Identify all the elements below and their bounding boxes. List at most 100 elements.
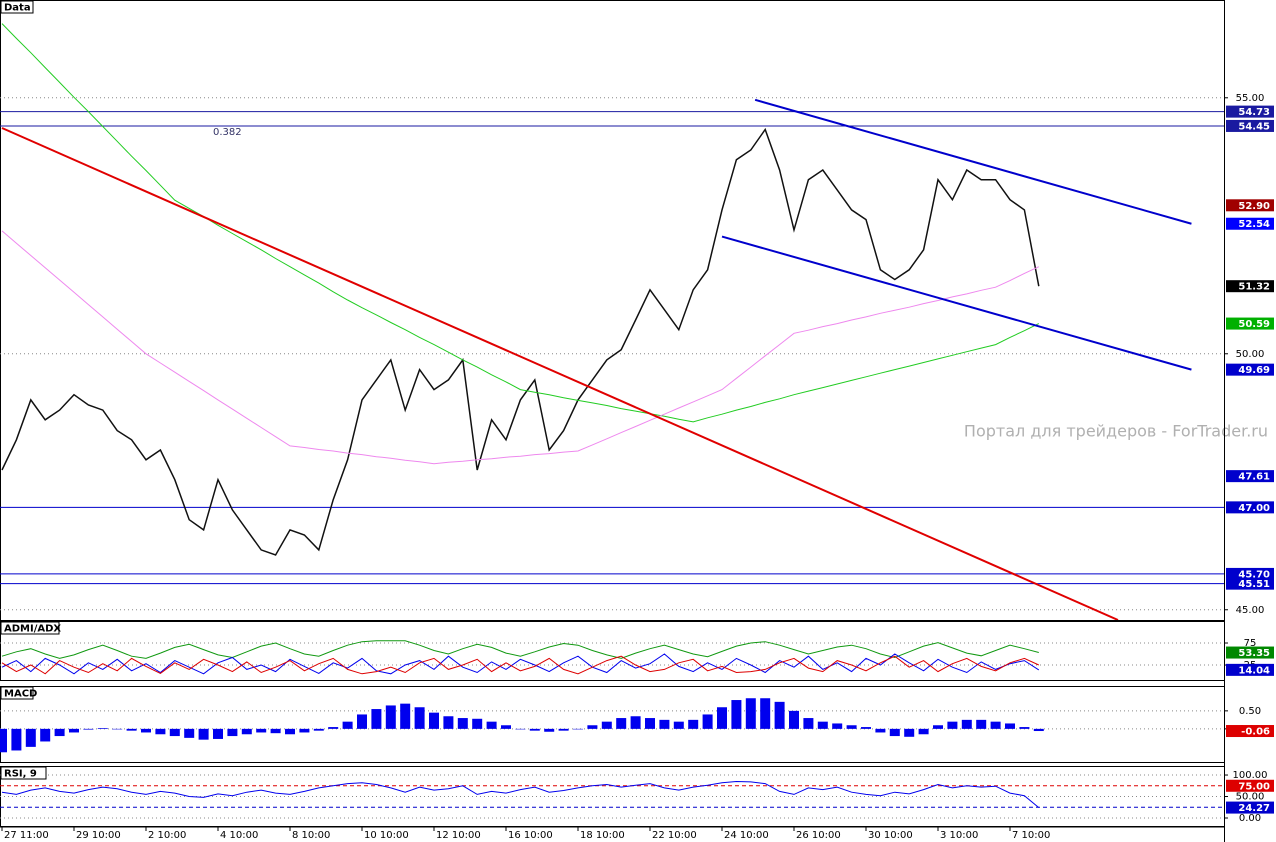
histogram-bar (371, 709, 382, 729)
price-box-label: 14.04 (1238, 665, 1270, 676)
y-tick-label: 0.00 (1239, 813, 1261, 824)
x-tick-label: 16 10:00 (508, 830, 553, 841)
histogram-bar (54, 728, 65, 737)
y-tick-label: 55.00 (1236, 93, 1265, 104)
histogram-bar (673, 721, 684, 729)
panel-title: MACD (4, 689, 37, 700)
x-tick-label: 4 10:00 (220, 830, 258, 841)
histogram-bar (299, 728, 310, 733)
histogram-bar (69, 728, 79, 733)
price-box (1226, 725, 1274, 738)
y-tick-label: 75 (1244, 638, 1257, 649)
price-box-label: 47.00 (1238, 503, 1270, 514)
price-box (1226, 363, 1274, 376)
histogram-bar (515, 728, 526, 730)
histogram-bar (933, 725, 943, 729)
y-tick-label: 0.50 (1239, 706, 1261, 717)
x-tick-label: 29 10:00 (76, 830, 121, 841)
histogram-bar (313, 728, 324, 731)
histogram-bar (918, 728, 929, 735)
price-box (1226, 317, 1274, 330)
price-box-label: 45.51 (1238, 579, 1270, 590)
x-tick-label: 22 10:00 (652, 830, 697, 841)
x-tick-label: 2 10:00 (148, 830, 186, 841)
histogram-bar (486, 721, 497, 729)
histogram-bar (976, 719, 987, 729)
price-box (1226, 779, 1274, 792)
plot-area (0, 774, 1224, 819)
x-tick-label: 26 10:00 (796, 830, 841, 841)
histogram-bar (587, 725, 598, 729)
histogram-bar (213, 728, 223, 739)
histogram-bar (414, 707, 425, 729)
x-tick-label: 18 10:00 (580, 830, 625, 841)
trend-line (1, 127, 1119, 620)
price-box-label: 50.59 (1238, 319, 1270, 330)
price-box (1226, 801, 1274, 814)
histogram-bar (40, 728, 51, 742)
histogram-bar (443, 716, 454, 729)
histogram-bar (112, 728, 123, 730)
trend-line (721, 235, 1192, 371)
histogram-bar (385, 705, 396, 729)
histogram-bar (241, 728, 252, 735)
panel-title-box (0, 766, 47, 780)
price-box-label: 49.69 (1238, 365, 1270, 376)
price-box-label: 52.54 (1238, 219, 1270, 230)
histogram-bar (169, 728, 180, 737)
histogram-bar (774, 701, 785, 729)
plot-area (0, 640, 1224, 675)
histogram-bar (501, 725, 511, 729)
price-box-label: 45.70 (1238, 569, 1270, 580)
price-box-label: 47.61 (1238, 472, 1270, 483)
panel-title: Data (4, 3, 31, 14)
x-tick-label: 7 10:00 (1012, 830, 1050, 841)
histogram-bar (544, 728, 555, 732)
histogram-bar (429, 712, 439, 729)
y-tick-label: 45.00 (1236, 605, 1265, 616)
histogram-bar (400, 703, 411, 729)
histogram-bar (285, 728, 295, 735)
histogram-bar (558, 728, 569, 731)
x-tick-label: 30 10:00 (868, 830, 913, 841)
panel-title-box (0, 621, 60, 635)
histogram-bar (817, 721, 828, 729)
histogram-bar (1019, 727, 1030, 729)
histogram-bar (155, 728, 166, 735)
histogram-bar (457, 718, 468, 729)
x-tick-label: 27 11:00 (4, 830, 49, 841)
y-tick-label: 50.00 (1236, 349, 1265, 360)
price-box-label: 52.90 (1238, 201, 1270, 212)
histogram-bar (990, 721, 1001, 729)
histogram-bar (645, 718, 655, 729)
trend-line (754, 98, 1192, 225)
price-box (1226, 663, 1274, 676)
histogram-bar (947, 721, 958, 729)
price-box (1226, 577, 1274, 590)
price-box (1226, 501, 1274, 514)
histogram-bar (184, 728, 195, 738)
price-box-label: 54.73 (1238, 107, 1270, 118)
panel-title-box (0, 686, 34, 700)
price-box (1226, 217, 1274, 230)
y-tick-label: 50.00 (1236, 792, 1265, 803)
histogram-bar (25, 728, 36, 747)
price-box-label: -0.06 (1241, 727, 1270, 738)
histogram-bar (256, 728, 267, 733)
price-box (1226, 470, 1274, 483)
x-tick-label: 8 10:00 (292, 830, 330, 841)
plot-area: 0.382 (0, 23, 1224, 620)
price-box (1226, 199, 1274, 212)
histogram-bar (630, 716, 641, 729)
price-box (1226, 646, 1274, 659)
series-line (1, 640, 1039, 659)
histogram-bar (616, 718, 627, 729)
histogram-bar (227, 728, 238, 737)
histogram-bar (875, 728, 886, 733)
histogram-bar (573, 728, 583, 730)
series-line (1, 780, 1040, 808)
histogram-bar (702, 714, 713, 729)
